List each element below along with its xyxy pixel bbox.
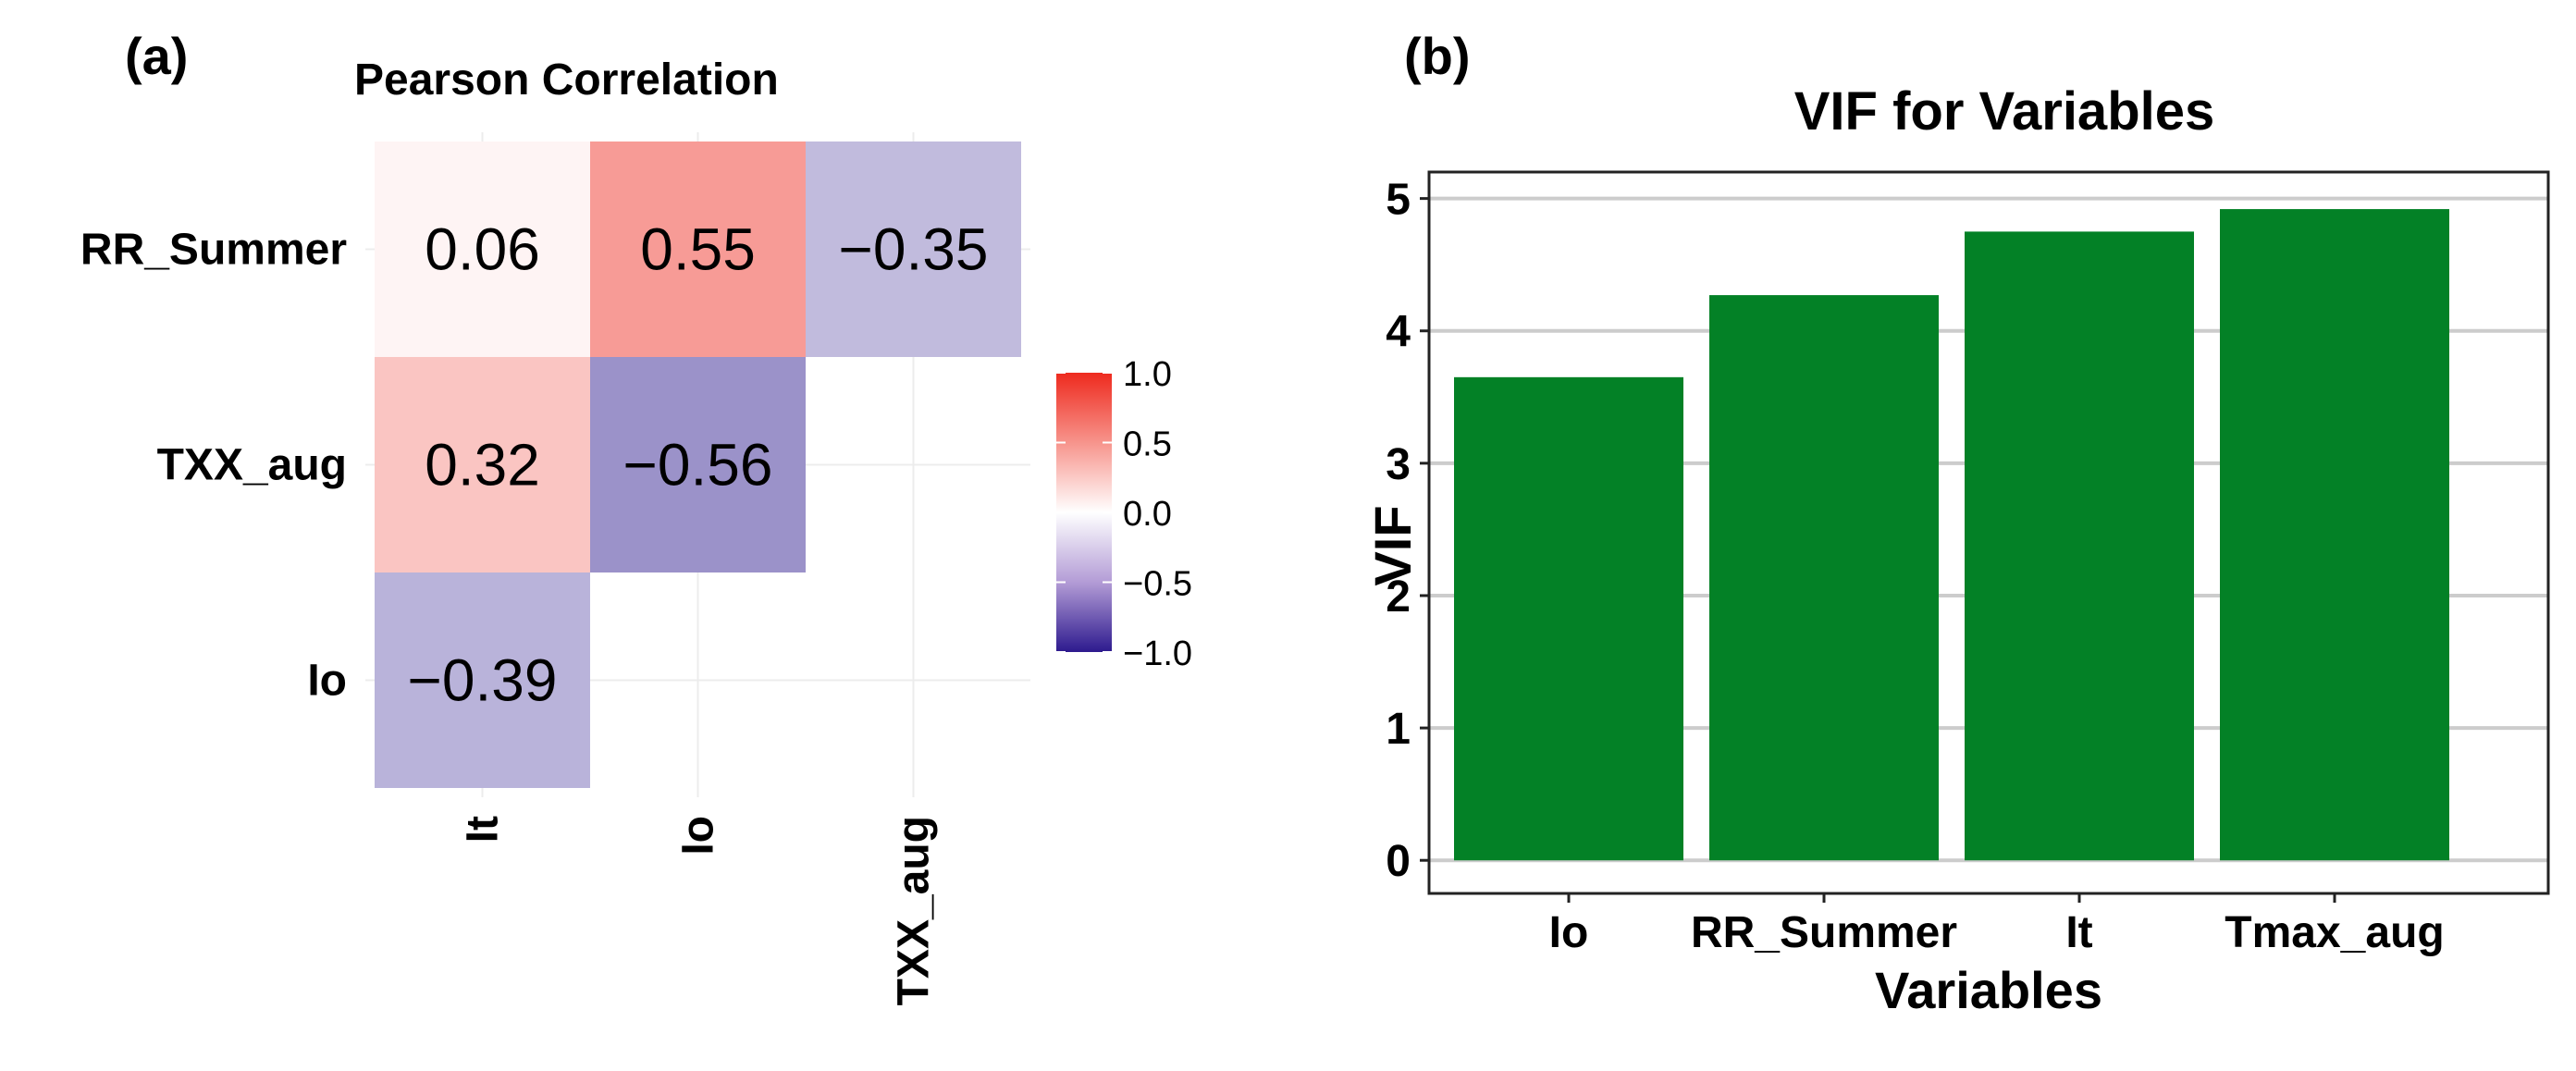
bar <box>1709 295 1939 861</box>
heatmap-cell-value: −0.56 <box>623 432 773 499</box>
heatmap-cell-value: −0.39 <box>408 647 558 714</box>
panel-b-label: (b) <box>1404 27 1471 85</box>
x-tick-label: RR_Summer <box>1691 908 1957 957</box>
heatmap-cells: 0.06 0.55 −0.35 0.32 −0.56 −0.39 <box>375 142 1021 788</box>
heatmap-row-label: RR_Summer <box>80 226 347 275</box>
heatmap-cell-value: −0.35 <box>839 216 989 283</box>
x-tick-label: Io <box>1549 908 1589 957</box>
y-tick-label: 5 <box>1386 176 1411 225</box>
heatmap-title: Pearson Correlation <box>354 55 779 105</box>
bar-chart-y-axis-label: VIF <box>1363 505 1422 585</box>
heatmap-col-label: Io <box>674 816 723 856</box>
panel-b-vif-bar-chart: (b) VIF for Variables 0 1 2 3 4 5 Io RR_Summer… <box>1363 27 2550 1019</box>
color-legend: 1.0 0.5 0.0 −0.5 −1.0 <box>1056 355 1192 673</box>
bar-chart-title: VIF for Variables <box>1794 81 2215 142</box>
heatmap-cell <box>590 357 806 572</box>
bar <box>1965 231 2194 861</box>
legend-tick-label: −1.0 <box>1123 634 1192 673</box>
legend-tick-label: 0.0 <box>1123 495 1172 534</box>
heatmap-row-label: TXX_aug <box>157 441 347 490</box>
heatmap-row-label: Io <box>307 657 347 706</box>
heatmap-col-label: It <box>459 816 508 843</box>
plot-panel-border <box>1427 170 2550 895</box>
legend-tick-label: 0.5 <box>1123 425 1172 464</box>
heatmap-cell <box>590 142 806 357</box>
heatmap-row-labels: RR_Summer TXX_aug Io <box>80 226 347 706</box>
heatmap-cell <box>806 142 1021 357</box>
color-legend-ticks: 1.0 0.5 0.0 −0.5 −1.0 <box>1056 355 1192 673</box>
heatmap-col-label: TXX_aug <box>890 816 939 1005</box>
legend-tick-label: 1.0 <box>1123 355 1172 394</box>
heatmap-cell-value: 0.32 <box>425 432 540 499</box>
heatmap-cell <box>375 142 590 357</box>
heatmap-cell-value: 0.55 <box>640 216 756 283</box>
bar-chart-x-axis-label: Variables <box>1875 961 2102 1019</box>
heatmap-cell <box>375 357 590 572</box>
y-tick-label: 1 <box>1386 705 1411 754</box>
y-tick-label: 2 <box>1386 572 1411 622</box>
heatmap-cell <box>375 572 590 788</box>
bar-chart-y-ticks: 0 1 2 3 4 5 <box>1386 176 1429 886</box>
panel-a-correlation-heatmap: (a) Pearson Correlation 0.06 0.55 −0.35 0.3… <box>80 27 1192 1005</box>
heatmap-col-labels: It Io TXX_aug <box>459 816 939 1005</box>
y-tick-label: 4 <box>1386 308 1411 357</box>
y-tick-label: 3 <box>1386 440 1411 489</box>
y-tick-label: 0 <box>1386 837 1411 886</box>
legend-tick-label: −0.5 <box>1123 565 1192 604</box>
bar <box>2220 209 2449 861</box>
x-tick-label: It <box>2065 908 2092 957</box>
bar <box>1454 376 1683 861</box>
bar-chart-bars <box>1454 209 2449 861</box>
bar-chart-x-ticks: Io RR_Summer It Tmax_aug <box>1549 893 2445 957</box>
panel-a-label: (a) <box>125 27 188 85</box>
heatmap-cell-value: 0.06 <box>425 216 540 283</box>
x-tick-label: Tmax_aug <box>2225 908 2444 957</box>
